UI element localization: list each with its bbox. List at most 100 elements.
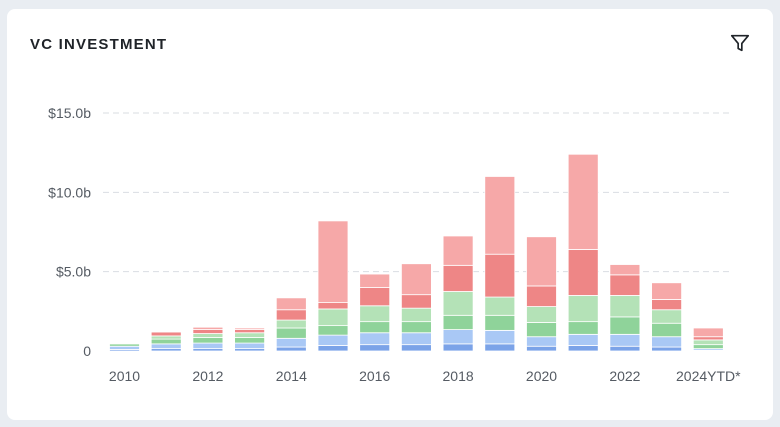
bar-segment[interactable] <box>317 325 349 336</box>
bar-stack-2024YTD*[interactable] <box>692 327 724 352</box>
bar-segment[interactable] <box>192 329 224 334</box>
bar-segment[interactable] <box>400 307 432 323</box>
bar-segment[interactable] <box>442 329 474 345</box>
bar-segment[interactable] <box>484 296 516 316</box>
bar-segment[interactable] <box>484 329 516 345</box>
bar-stack-2011[interactable] <box>150 330 182 352</box>
bar-segment[interactable] <box>567 333 599 346</box>
bar-segment[interactable] <box>526 306 557 323</box>
bar-segment[interactable] <box>651 309 682 324</box>
bar-segment[interactable] <box>400 344 432 352</box>
bar-segment[interactable] <box>526 322 557 338</box>
y-tick-label: 0 <box>83 343 91 359</box>
bar-stack-2010[interactable] <box>109 341 140 352</box>
bar-segment[interactable] <box>651 346 682 352</box>
bar-segment[interactable] <box>400 294 432 309</box>
bar-segment[interactable] <box>150 335 182 340</box>
bar-segment[interactable] <box>651 282 682 300</box>
bar-segment[interactable] <box>234 342 266 350</box>
bar-segment[interactable] <box>234 327 266 330</box>
bar-segment[interactable] <box>234 337 266 344</box>
bar-segment[interactable] <box>609 295 641 318</box>
bar-stack-2022[interactable] <box>609 264 641 352</box>
bar-stack-2013[interactable] <box>234 327 266 352</box>
bar-segment[interactable] <box>609 316 641 335</box>
bar-segment[interactable] <box>275 319 307 329</box>
bar-segment[interactable] <box>359 305 391 323</box>
bar-segment[interactable] <box>150 331 182 337</box>
bar-segment[interactable] <box>275 337 307 348</box>
bar-segment[interactable] <box>442 314 474 330</box>
bar-segment[interactable] <box>609 345 641 352</box>
bar-segment[interactable] <box>400 263 432 296</box>
bar-segment[interactable] <box>526 285 557 307</box>
bar-segment[interactable] <box>651 299 682 311</box>
bar-stack-2023[interactable] <box>651 282 682 352</box>
bar-segment[interactable] <box>317 302 349 310</box>
bar-segment[interactable] <box>567 295 599 323</box>
bar-segment[interactable] <box>692 339 724 346</box>
bar-segment[interactable] <box>234 329 266 334</box>
bar-segment[interactable] <box>651 322 682 338</box>
bar-segment[interactable] <box>275 297 307 311</box>
bar-segment[interactable] <box>359 273 391 288</box>
bar-segment[interactable] <box>109 345 140 350</box>
bar-segment[interactable] <box>359 344 391 352</box>
bar-segment[interactable] <box>567 321 599 335</box>
bar-segment[interactable] <box>150 330 182 333</box>
bar-segment[interactable] <box>567 153 599 250</box>
bar-segment[interactable] <box>692 344 724 350</box>
bar-segment[interactable] <box>484 343 516 352</box>
bar-segment[interactable] <box>442 343 474 352</box>
bar-segment[interactable] <box>692 336 724 341</box>
bar-stack-2019[interactable] <box>484 176 516 352</box>
bar-segment[interactable] <box>275 346 307 352</box>
bar-segment[interactable] <box>317 220 349 304</box>
bar-segment[interactable] <box>192 326 224 330</box>
bar-segment[interactable] <box>484 253 516 298</box>
bar-segment[interactable] <box>317 308 349 327</box>
bar-segment[interactable] <box>192 342 224 350</box>
bar-segment[interactable] <box>609 274 641 296</box>
bar-segment[interactable] <box>359 321 391 334</box>
bar-stack-2016[interactable] <box>359 273 391 352</box>
bar-segment[interactable] <box>359 287 391 307</box>
bar-stack-2012[interactable] <box>192 326 224 352</box>
bar-stack-2017[interactable] <box>400 263 432 352</box>
bar-segment[interactable] <box>442 235 474 266</box>
bar-segment[interactable] <box>275 309 307 321</box>
bar-segment[interactable] <box>484 314 516 331</box>
bar-segment[interactable] <box>692 327 724 338</box>
bar-segment[interactable] <box>484 176 516 255</box>
bar-segment[interactable] <box>275 327 307 339</box>
y-tick-label: $5.0b <box>56 264 91 280</box>
bar-segment[interactable] <box>651 336 682 348</box>
bar-stack-2021[interactable] <box>567 153 599 352</box>
bar-segment[interactable] <box>442 291 474 316</box>
bar-segment[interactable] <box>317 345 349 352</box>
bar-segment[interactable] <box>150 343 182 350</box>
bar-segment[interactable] <box>317 334 349 346</box>
bar-segment[interactable] <box>609 333 641 347</box>
bar-segment[interactable] <box>192 337 224 344</box>
bar-segment[interactable] <box>526 345 557 352</box>
bar-segment[interactable] <box>109 341 140 343</box>
bar-stack-2020[interactable] <box>526 236 557 352</box>
bar-segment[interactable] <box>192 333 224 338</box>
bar-segment[interactable] <box>150 338 182 345</box>
bar-segment[interactable] <box>400 321 432 334</box>
bar-segment[interactable] <box>526 236 557 287</box>
bar-segment[interactable] <box>400 332 432 346</box>
bar-segment[interactable] <box>234 332 266 338</box>
grid-lines <box>103 112 730 273</box>
bar-stack-2018[interactable] <box>442 235 474 352</box>
bar-stack-2015[interactable] <box>317 220 349 352</box>
bar-segment[interactable] <box>359 332 391 346</box>
bar-segment[interactable] <box>567 249 599 296</box>
filter-button[interactable] <box>725 29 755 57</box>
bar-stack-2014[interactable] <box>275 297 307 352</box>
bar-segment[interactable] <box>442 264 474 292</box>
bar-segment[interactable] <box>567 345 599 352</box>
bar-segment[interactable] <box>609 264 641 276</box>
bar-segment[interactable] <box>526 336 557 347</box>
